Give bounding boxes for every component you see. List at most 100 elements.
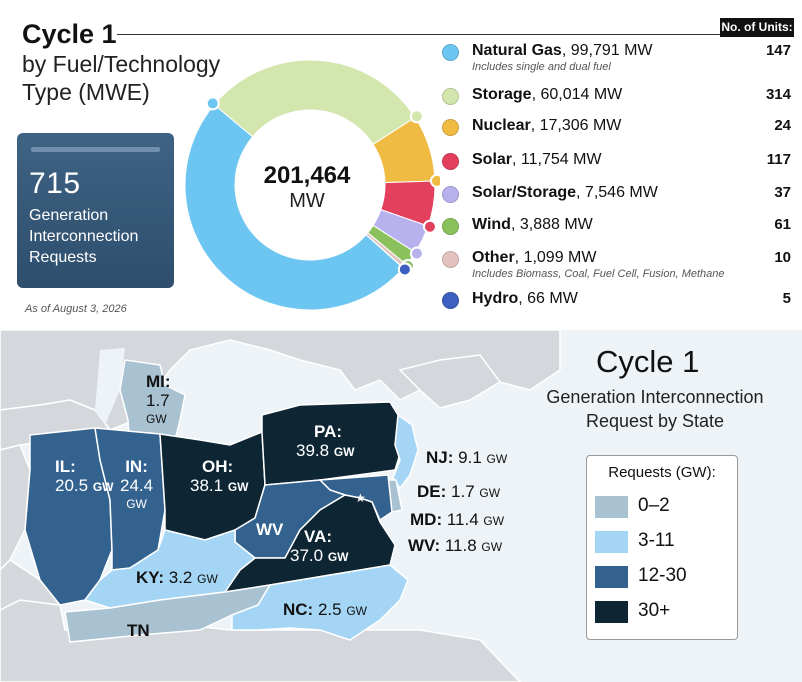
legend-row: Other, 1,099 MW Includes Biomass, Coal, F… bbox=[442, 247, 797, 280]
state-label-oh: OH: 38.1 GW bbox=[190, 457, 249, 495]
map-legend-item: 30+ bbox=[595, 599, 735, 625]
legend-unit-count: 10 bbox=[774, 249, 791, 266]
legend-row: Wind, 3,888 MW 61 bbox=[442, 214, 797, 246]
donut-marker-solar-storage bbox=[409, 246, 424, 261]
state-label-nc: NC: 2.5 GW bbox=[283, 600, 367, 619]
legend-label: Wind, 3,888 MW bbox=[472, 216, 593, 233]
state-callout-de: DE: 1.7 GW bbox=[417, 482, 501, 501]
panel-title: Cycle 1 bbox=[22, 19, 117, 49]
map-legend-item: 3-11 bbox=[595, 529, 735, 555]
legend-fuel-mw: 99,791 MW bbox=[570, 42, 653, 59]
donut-hole bbox=[235, 110, 385, 260]
legend-unit-count: 37 bbox=[774, 184, 791, 201]
state-label-wv-map: WV bbox=[256, 520, 284, 539]
legend-note: Includes Biomass, Coal, Fuel Cell, Fusio… bbox=[472, 268, 725, 280]
legend-fuel-name: Hydro bbox=[472, 290, 519, 307]
state-label-va: VA: 37.0 GW bbox=[290, 527, 349, 565]
lake-michigan bbox=[95, 348, 125, 425]
legend-fuel-mw: 7,546 MW bbox=[584, 184, 658, 201]
legend-label: Other, 1,099 MW bbox=[472, 249, 597, 266]
dc-star-icon: ★ bbox=[355, 491, 366, 505]
legend-swatch bbox=[442, 186, 459, 203]
legend-fuel-name: Solar bbox=[472, 151, 513, 168]
legend-label: Solar/Storage, 7,546 MW bbox=[472, 184, 658, 201]
legend-row: Storage, 60,014 MW 314 bbox=[442, 84, 797, 116]
legend-swatch bbox=[442, 88, 459, 105]
state-callout-wv: WV: 11.8 GW bbox=[408, 536, 503, 555]
donut-marker-nuclear bbox=[429, 173, 440, 188]
map-legend-item: 0–2 bbox=[595, 494, 735, 520]
as-of-date: As of August 3, 2026 bbox=[25, 303, 127, 315]
state-label-il: IL: 20.5 GW bbox=[55, 457, 114, 495]
legend-swatch bbox=[595, 601, 628, 623]
state-callout-md: MD: 11.4 GW bbox=[410, 510, 505, 529]
legend-fuel-mw: 66 MW bbox=[527, 290, 578, 307]
requests-label: Generation Interconnection Requests bbox=[29, 207, 139, 266]
fuel-donut-chart bbox=[184, 59, 440, 311]
state-label-pa: PA: 39.8 GW bbox=[296, 422, 355, 460]
legend-unit-count: 117 bbox=[766, 151, 791, 168]
donut-marker-solar bbox=[422, 219, 437, 234]
legend-label: Nuclear, 17,306 MW bbox=[472, 117, 622, 134]
state-map: ★ bbox=[0, 330, 802, 682]
legend-swatch bbox=[595, 566, 628, 588]
panel-subtitle: by Fuel/Technology Type (MWE) bbox=[22, 51, 221, 105]
state-map-panel: ★ Cycle 1 Generation Interconnection Req… bbox=[0, 330, 802, 682]
lake-huron bbox=[170, 365, 260, 425]
new-york-land bbox=[398, 354, 502, 409]
fuel-technology-panel: Cycle 1 by Fuel/Technology Type (MWE) No… bbox=[0, 0, 802, 330]
legend-swatch bbox=[442, 218, 459, 235]
legend-swatch bbox=[595, 531, 628, 553]
legend-fuel-name: Solar/Storage bbox=[472, 184, 577, 201]
requests-summary-card: 715 Generation Interconnection Requests bbox=[17, 133, 174, 288]
donut-unit: MW bbox=[289, 190, 325, 212]
legend-row: Solar, 11,754 MW 117 bbox=[442, 149, 797, 181]
requests-count: 715 bbox=[29, 167, 81, 200]
legend-fuel-name: Storage bbox=[472, 86, 532, 103]
legend-swatch bbox=[442, 153, 459, 170]
legend-fuel-name: Nuclear bbox=[472, 117, 531, 134]
donut-marker-hydro bbox=[397, 262, 412, 277]
state-label-mi: MI: 1.7 GW bbox=[146, 372, 171, 426]
donut-total: 201,464 bbox=[263, 162, 351, 189]
title-divider bbox=[117, 34, 723, 35]
state-label-tn: TN bbox=[127, 621, 150, 640]
legend-row: Natural Gas, 99,791 MW Includes single an… bbox=[442, 40, 797, 73]
legend-unit-count: 314 bbox=[765, 86, 791, 103]
legend-label: Solar, 11,754 MW bbox=[472, 151, 602, 168]
legend-swatch bbox=[442, 44, 459, 61]
map-legend: Requests (GW): 0–2 3-11 12-30 30+ bbox=[586, 455, 738, 640]
legend-swatch bbox=[442, 119, 459, 136]
legend-unit-count: 61 bbox=[774, 216, 791, 233]
state-nc bbox=[231, 564, 409, 641]
state-ky bbox=[83, 528, 257, 609]
legend-unit-count: 5 bbox=[782, 290, 791, 307]
legend-unit-count: 24 bbox=[774, 117, 791, 134]
map-subtitle: Generation Interconnection Request by St… bbox=[546, 387, 764, 431]
legend-row: Nuclear, 17,306 MW 24 bbox=[442, 115, 797, 147]
legend-unit-count: 147 bbox=[765, 42, 791, 59]
legend-row: Hydro, 66 MW 5 bbox=[442, 288, 797, 320]
legend-label: Storage, 60,014 MW bbox=[472, 86, 623, 103]
units-column-header: No. of Units: bbox=[720, 18, 794, 37]
legend-fuel-name: Other bbox=[472, 249, 515, 266]
legend-swatch bbox=[442, 292, 459, 309]
card-accent-bar bbox=[31, 147, 160, 152]
legend-fuel-mw: 11,754 MW bbox=[520, 151, 602, 168]
legend-label: Hydro, 66 MW bbox=[472, 290, 578, 307]
legend-fuel-name: Natural Gas bbox=[472, 42, 562, 59]
donut-marker-natural-gas bbox=[205, 96, 220, 111]
legend-fuel-name: Wind bbox=[472, 216, 511, 233]
map-legend-header: Requests (GW): bbox=[608, 464, 716, 481]
donut-marker-storage bbox=[409, 109, 424, 124]
state-label-in: IN: 24.4 GW bbox=[120, 457, 154, 511]
legend-swatch bbox=[442, 251, 459, 268]
legend-fuel-mw: 1,099 MW bbox=[523, 249, 597, 266]
legend-note: Includes single and dual fuel bbox=[472, 61, 611, 73]
map-legend-item: 12-30 bbox=[595, 564, 735, 590]
state-nj bbox=[392, 413, 419, 490]
legend-swatch bbox=[595, 496, 628, 518]
legend-fuel-mw: 17,306 MW bbox=[539, 117, 622, 134]
legend-label: Natural Gas, 99,791 MW bbox=[472, 42, 653, 59]
legend-row: Solar/Storage, 7,546 MW 37 bbox=[442, 182, 797, 214]
